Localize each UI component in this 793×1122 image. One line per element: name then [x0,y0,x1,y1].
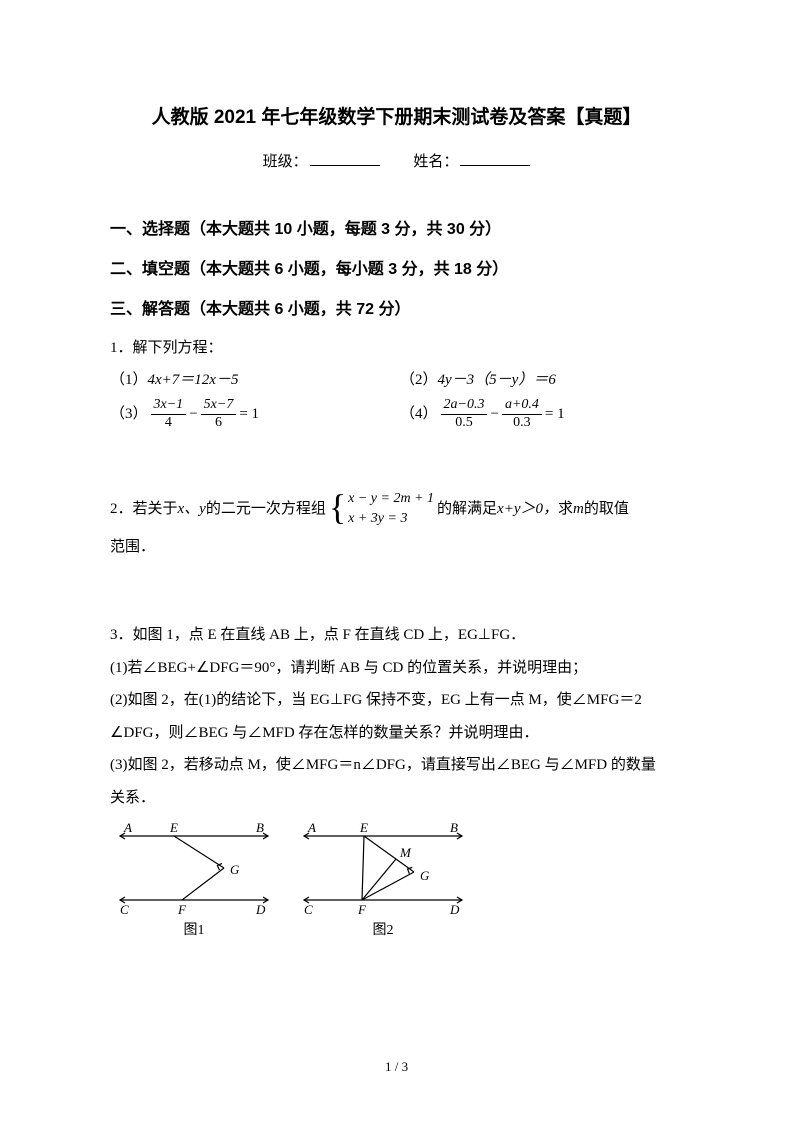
q1-p2-label: （2） [400,366,438,395]
q1-p3-frac2: 5x−7 6 [201,397,237,432]
class-label: 班级： [263,154,308,170]
q1-p3-op: − [189,400,197,429]
q1-row1: （1） 4x+7＝12x－5 （2） 4y－3（5－y）＝6 [110,366,683,395]
page-sep: / [391,1059,401,1074]
svg-text:F: F [177,902,187,917]
class-blank[interactable] [310,150,380,166]
q1-p4-op: − [490,400,498,429]
student-fields: 班级： 姓名： [110,148,683,177]
q1-p3-frac1: 3x−1 4 [151,397,187,432]
q2-line1: 2．若关于 x、y 的二元一次方程组 { x − y = 2m + 1 x + … [110,489,683,528]
q3-diagrams: ABCDEFG 图1 ABCDEFGM 图2 [110,818,683,945]
q2-mid4: 的取值 [584,495,629,524]
q2-mid2: 的解满足 [437,495,497,524]
q2-line2: 范围． [110,533,683,562]
name-blank[interactable] [460,150,530,166]
q1-stem: 1．解下列方程： [110,334,683,363]
svg-text:D: D [255,902,266,917]
q1-p4-f2-num: a+0.4 [502,397,542,415]
svg-text:E: E [359,820,368,835]
q1-p3-f1-num: 3x−1 [151,397,187,415]
svg-text:D: D [449,902,460,917]
page-title: 人教版 2021 年七年级数学下册期末测试卷及答案【真题】 [110,100,683,136]
q1-p4-tail: = 1 [545,400,565,429]
q2-sys2: x + 3y = 3 [348,509,434,529]
q2-system: { x − y = 2m + 1 x + 3y = 3 [329,489,434,528]
svg-text:A: A [307,820,316,835]
figure-2-svg: A B C D E F GM [294,818,472,918]
q3-l6: 关系． [110,784,683,813]
q1-p3-f1-den: 4 [151,415,187,432]
figure-2-caption: 图2 [294,918,472,945]
page-number: 1 / 3 [0,1055,793,1080]
q1-p4-frac2: a+0.4 0.3 [502,397,542,432]
svg-text:E: E [169,820,178,835]
q1-p4-frac1: 2a−0.3 0.5 [441,397,488,432]
q1-p4-f2-den: 0.3 [502,415,542,432]
section-2-heading: 二、填空题（本大题共 6 小题，每小题 3 分，共 18 分） [110,255,683,285]
svg-text:C: C [304,902,313,917]
q3-l4: ∠DFG，则∠BEG 与∠MFD 存在怎样的数量关系？并说明理由． [110,719,683,748]
q2-sys1: x − y = 2m + 1 [348,489,434,509]
figure-1-caption: 图1 [110,918,278,945]
q2-xy: x、y [178,495,206,524]
q3-l3: (2)如图 2，在(1)的结论下，当 EG⊥FG 保持不变，EG 上有一点 M，… [110,686,683,715]
q1-p3-label: （3） [110,400,148,429]
figure-1: A B C D E F G 图1 [110,818,278,945]
name-label: 姓名： [413,154,458,170]
q1-p3-tail: = 1 [239,400,259,429]
q1-row2: （3） 3x−1 4 − 5x−7 6 = 1 （4） 2a−0.3 0.5 −… [110,397,683,432]
svg-text:G: G [420,868,430,883]
section-3-heading: 三、解答题（本大题共 6 小题，共 72 分） [110,295,683,325]
svg-text:F: F [357,902,367,917]
q3-l5: (3)如图 2，若移动点 M，使∠MFG＝n∠DFG，请直接写出∠BEG 与∠M… [110,751,683,780]
q2-mid1: 的二元一次方程组 [206,495,326,524]
svg-text:G: G [230,862,240,877]
q3-l1: 3．如图 1，点 E 在直线 AB 上，点 F 在直线 CD 上，EG⊥FG． [110,621,683,650]
q1-p4-f1-num: 2a−0.3 [441,397,488,415]
q1-p3-f2-num: 5x−7 [201,397,237,415]
svg-text:M: M [399,845,412,860]
q2-cond: x+y＞0， [497,495,558,524]
q1-p1-eq: 4x+7＝12x－5 [148,366,239,395]
q1-p4-f1-den: 0.5 [441,415,488,432]
q2-mvar: m [573,495,584,524]
q1-p4-label: （4） [400,400,438,429]
page-total: 3 [402,1059,409,1074]
svg-text:A: A [123,820,132,835]
q1-p3-f2-den: 6 [201,415,237,432]
q2-mid3: 求 [558,495,573,524]
q1-p2-eq: 4y－3（5－y）＝6 [438,366,556,395]
svg-text:C: C [120,902,129,917]
q3-l2: (1)若∠BEG+∠DFG＝90°，请判断 AB 与 CD 的位置关系，并说明理… [110,654,683,683]
figure-1-svg: A B C D E F G [110,818,278,918]
brace-icon: { [329,489,346,528]
q1-p1-label: （1） [110,366,148,395]
section-1-heading: 一、选择题（本大题共 10 小题，每题 3 分，共 30 分） [110,215,683,245]
svg-text:B: B [450,820,458,835]
q2-pre: 2．若关于 [110,495,178,524]
figure-2: A B C D E F GM 图2 [294,818,472,945]
svg-text:B: B [256,820,264,835]
